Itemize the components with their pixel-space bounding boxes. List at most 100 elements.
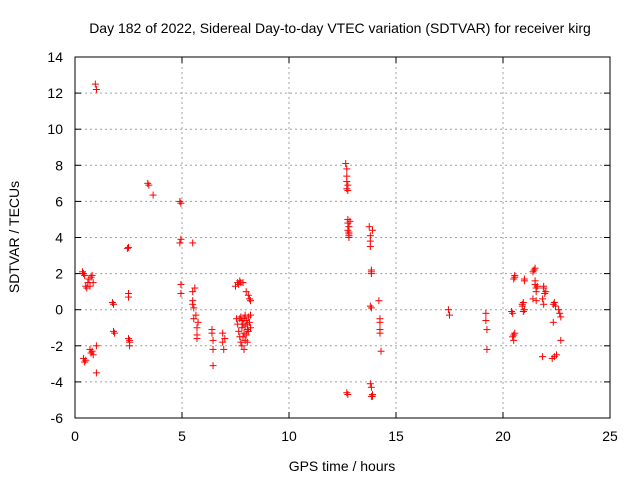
data-point <box>520 277 528 285</box>
data-point <box>529 295 537 303</box>
data-point <box>208 329 216 337</box>
data-point <box>365 223 373 231</box>
data-point <box>343 185 351 193</box>
data-point <box>542 288 550 296</box>
data-point <box>555 306 563 314</box>
data-point <box>243 326 251 334</box>
data-point <box>540 284 548 292</box>
data-point <box>237 313 245 321</box>
data-point <box>242 317 250 325</box>
data-point <box>539 353 547 361</box>
data-point <box>220 345 228 353</box>
x-tick-label: 15 <box>388 428 404 444</box>
data-point <box>192 311 200 319</box>
data-point <box>366 302 374 310</box>
data-point <box>446 311 453 319</box>
data-point <box>246 297 254 305</box>
data-point <box>108 298 116 306</box>
data-point <box>366 380 374 388</box>
y-tick-labels: -6 -4 -2 0 2 4 6 8 10 12 14 <box>47 49 63 426</box>
data-point <box>367 270 375 278</box>
data-point <box>219 338 227 346</box>
data-point <box>110 300 118 308</box>
data-point <box>176 239 184 247</box>
data-point <box>87 273 95 281</box>
data-point <box>177 235 185 243</box>
data-point <box>193 335 201 343</box>
data-point <box>343 389 351 397</box>
data-point <box>239 333 247 341</box>
data-point <box>221 335 229 343</box>
axis-ticks <box>74 56 611 419</box>
data-point <box>126 336 134 344</box>
data-point <box>209 336 217 344</box>
data-point <box>519 298 527 306</box>
y-tick-label: 2 <box>55 266 63 282</box>
data-point <box>189 288 197 296</box>
data-point <box>176 197 184 205</box>
data-point <box>557 313 565 321</box>
data-point <box>343 178 351 186</box>
data-point <box>530 266 538 274</box>
y-tick-label: -4 <box>51 374 64 390</box>
data-point <box>177 280 185 288</box>
data-point <box>189 239 197 247</box>
x-tick-label: 25 <box>602 428 618 444</box>
data-point <box>92 342 100 350</box>
data-point <box>482 309 490 317</box>
y-tick-label: -6 <box>51 410 64 426</box>
data-point <box>190 315 198 323</box>
data-point <box>144 179 152 187</box>
data-point <box>529 268 537 276</box>
x-tick-label: 0 <box>71 428 79 444</box>
data-point <box>209 345 217 353</box>
data-point <box>125 243 132 251</box>
data-point <box>110 327 118 335</box>
data-point <box>209 362 217 370</box>
data-point <box>343 165 351 173</box>
data-point <box>531 277 539 285</box>
data-point <box>242 331 250 339</box>
data-point <box>367 304 375 312</box>
y-tick-label: 0 <box>55 302 63 318</box>
data-point <box>511 273 519 281</box>
data-point <box>532 297 540 305</box>
data-point <box>238 324 246 332</box>
data-point <box>149 191 157 199</box>
x-tick-label: 10 <box>281 428 297 444</box>
data-point <box>88 271 96 279</box>
data-point <box>123 244 131 252</box>
data-point <box>510 336 518 344</box>
data-point <box>246 311 254 319</box>
y-tick-label: 12 <box>47 85 63 101</box>
data-point <box>556 309 564 317</box>
data-point <box>177 199 185 207</box>
data-point <box>519 308 527 316</box>
x-tick-label: 20 <box>495 428 511 444</box>
data-points <box>78 80 565 400</box>
data-point <box>482 317 490 325</box>
data-point <box>240 345 248 353</box>
data-point <box>125 335 132 343</box>
data-point <box>344 187 352 195</box>
data-point <box>232 282 239 290</box>
data-point <box>366 243 374 251</box>
y-tick-label: 4 <box>55 230 63 246</box>
data-point <box>483 345 491 353</box>
data-point <box>368 226 376 234</box>
data-point <box>533 282 541 290</box>
data-point <box>236 277 244 285</box>
data-point <box>145 181 153 189</box>
data-point <box>345 228 353 236</box>
data-point <box>344 226 352 234</box>
data-point <box>80 270 88 278</box>
data-point <box>550 353 558 361</box>
data-point <box>551 302 559 310</box>
data-point <box>81 358 89 366</box>
grid-lines <box>75 57 610 418</box>
data-point <box>541 289 549 297</box>
data-point <box>510 275 518 283</box>
data-point <box>125 293 132 301</box>
data-point <box>242 288 250 296</box>
data-point <box>237 338 245 346</box>
